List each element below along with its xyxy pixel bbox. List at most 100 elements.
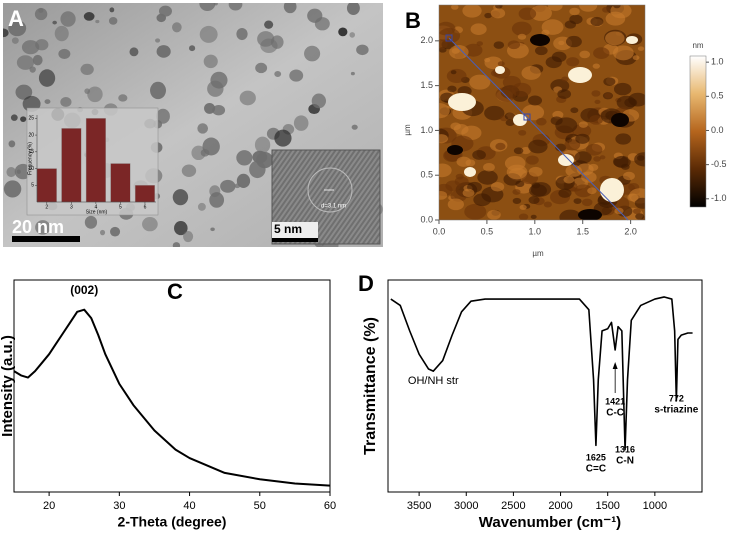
colorbar (689, 55, 707, 208)
afm-texture (599, 155, 606, 160)
afm-texture (528, 95, 543, 106)
nanoparticle (199, 25, 218, 43)
x-tick-label: 60 (324, 500, 336, 512)
scale-bar (12, 236, 80, 242)
data-line (390, 296, 693, 451)
afm-texture (451, 5, 459, 10)
afm-texture (624, 98, 638, 108)
x-axis-label: Wavenumber (cm⁻¹) (479, 514, 621, 531)
afm-texture (593, 47, 610, 60)
nanoparticle (8, 140, 16, 148)
afm-texture (545, 56, 562, 69)
afm-texture (439, 163, 452, 178)
afm-texture (635, 213, 645, 220)
nanoparticle (311, 93, 327, 109)
afm-texture (632, 55, 640, 61)
nanoparticle (220, 179, 236, 193)
colorbar-tick-label: -0.5 (711, 159, 727, 169)
nanoparticle (191, 145, 206, 161)
nanoparticle (80, 63, 94, 76)
afm-texture (447, 198, 464, 211)
afm-texture (473, 193, 492, 207)
nanoparticle (38, 7, 44, 13)
afm-texture (621, 163, 630, 170)
nanoparticle (213, 3, 218, 6)
afm-texture (565, 35, 582, 48)
afm-texture (512, 189, 521, 195)
x-axis-label: Size (nm) (86, 209, 108, 215)
nanoparticle (346, 3, 360, 16)
afm-texture (581, 198, 593, 207)
y-axis-label: Intensity (a.u.) (0, 335, 16, 437)
profile-line (448, 37, 629, 221)
afm-texture (632, 208, 641, 215)
x-tick-label: 2500 (501, 500, 525, 512)
nanoparticle (351, 124, 358, 130)
afm-texture (555, 143, 567, 152)
bar (61, 128, 82, 203)
afm-texture (579, 5, 598, 12)
nanoparticle (84, 215, 98, 229)
nanoparticle (349, 32, 356, 38)
afm-texture (634, 197, 645, 209)
afm-texture (495, 5, 503, 9)
afm-texture (446, 68, 467, 84)
afm-texture (589, 115, 603, 125)
nanoparticle (155, 38, 161, 43)
y-tick-label: 1.0 (420, 125, 433, 135)
afm-valley (530, 34, 550, 46)
afm-image (439, 5, 645, 220)
afm-texture (511, 21, 532, 36)
nanoparticle (35, 220, 51, 235)
afm-peak (600, 178, 624, 202)
nanoparticle (210, 227, 215, 232)
nanoparticle (172, 242, 181, 247)
x-tick-label: 1000 (643, 500, 667, 512)
afm-texture (602, 6, 611, 13)
nanoparticle (142, 217, 158, 232)
y-tick-label: 0.5 (420, 170, 433, 180)
y-tick-label: 1.5 (420, 80, 433, 90)
peak-annotation: 1316 (615, 444, 635, 454)
nanoparticle (264, 20, 274, 29)
profile-marker (523, 113, 531, 121)
x-tick-label: 5 (119, 204, 122, 210)
nanoparticle (129, 47, 139, 57)
panel-label: D (358, 271, 374, 296)
afm-texture (469, 74, 491, 90)
afm-texture (439, 134, 449, 144)
peak-label: (002) (70, 283, 98, 297)
nanoparticle (254, 136, 271, 154)
colorbar-tick-label: 1.0 (711, 57, 724, 67)
afm-texture (534, 46, 548, 56)
inset-scale-label: 5 nm (274, 222, 302, 236)
afm-texture (450, 70, 457, 75)
afm-texture (477, 170, 498, 185)
afm-texture (483, 163, 495, 172)
afm-texture (484, 105, 505, 121)
x-tick-label: 40 (183, 500, 195, 512)
afm-texture (464, 43, 483, 57)
bar (134, 185, 155, 203)
afm-texture (472, 150, 486, 160)
inset-scale-bg (272, 222, 318, 238)
nanoparticle (189, 45, 196, 52)
nanoparticle (356, 44, 369, 56)
nanoparticle (172, 189, 189, 206)
nanoparticle (16, 169, 21, 174)
afm-texture (447, 85, 457, 93)
colorbar-label: nm (692, 41, 703, 50)
nanoparticle (293, 115, 309, 131)
x-tick-label: 3 (70, 204, 73, 210)
afm-texture (579, 50, 591, 59)
nanoparticle (199, 3, 216, 11)
peak-annotation: C=C (586, 464, 606, 475)
afm-texture (518, 129, 527, 136)
afm-texture (490, 8, 506, 19)
afm-valley (578, 209, 602, 220)
afm-texture (528, 196, 540, 205)
afm-texture (587, 187, 597, 195)
afm-texture (613, 82, 632, 96)
afm-texture (521, 66, 541, 80)
afm-peak (448, 93, 476, 111)
